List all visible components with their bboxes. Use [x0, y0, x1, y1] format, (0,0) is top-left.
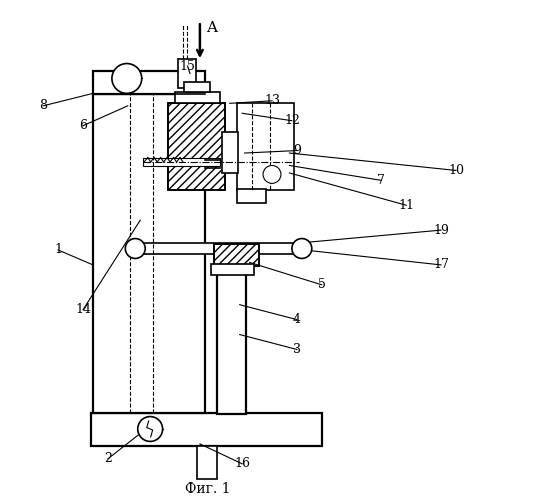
Bar	[197, 446, 217, 478]
Bar	[133, 243, 304, 254]
Bar	[177, 58, 196, 88]
Text: 1: 1	[54, 244, 62, 256]
Text: 19: 19	[433, 224, 449, 236]
Text: A: A	[206, 22, 218, 36]
Text: 17: 17	[433, 258, 449, 272]
Text: 7: 7	[378, 174, 385, 187]
Circle shape	[263, 166, 281, 184]
Text: Фиг. 1: Фиг. 1	[184, 482, 230, 496]
Bar	[214, 244, 258, 266]
Bar	[184, 82, 210, 92]
Bar	[93, 94, 205, 412]
Bar	[237, 104, 294, 190]
Text: 14: 14	[75, 303, 91, 316]
Bar	[237, 189, 266, 203]
Text: 13: 13	[264, 94, 280, 108]
Circle shape	[292, 238, 312, 258]
Text: 3: 3	[293, 343, 301, 356]
Circle shape	[125, 238, 145, 258]
Bar	[222, 132, 238, 173]
Text: 11: 11	[398, 198, 414, 212]
Text: 6: 6	[79, 119, 87, 132]
Text: 15: 15	[180, 60, 195, 72]
Bar	[143, 158, 220, 166]
Circle shape	[112, 64, 142, 94]
Text: 12: 12	[284, 114, 300, 127]
Text: 9: 9	[293, 144, 301, 157]
Bar	[217, 265, 246, 414]
Circle shape	[138, 416, 163, 442]
Bar	[214, 244, 258, 266]
Bar	[211, 264, 254, 275]
Text: 8: 8	[39, 100, 47, 112]
Bar	[175, 92, 220, 104]
Text: 10: 10	[448, 164, 464, 177]
Bar	[168, 104, 225, 190]
Bar	[93, 70, 205, 94]
Bar	[168, 104, 225, 190]
Bar	[90, 412, 322, 446]
Text: 4: 4	[293, 313, 301, 326]
Text: 16: 16	[234, 458, 250, 470]
Text: 2: 2	[104, 452, 112, 466]
Text: 5: 5	[318, 278, 326, 291]
